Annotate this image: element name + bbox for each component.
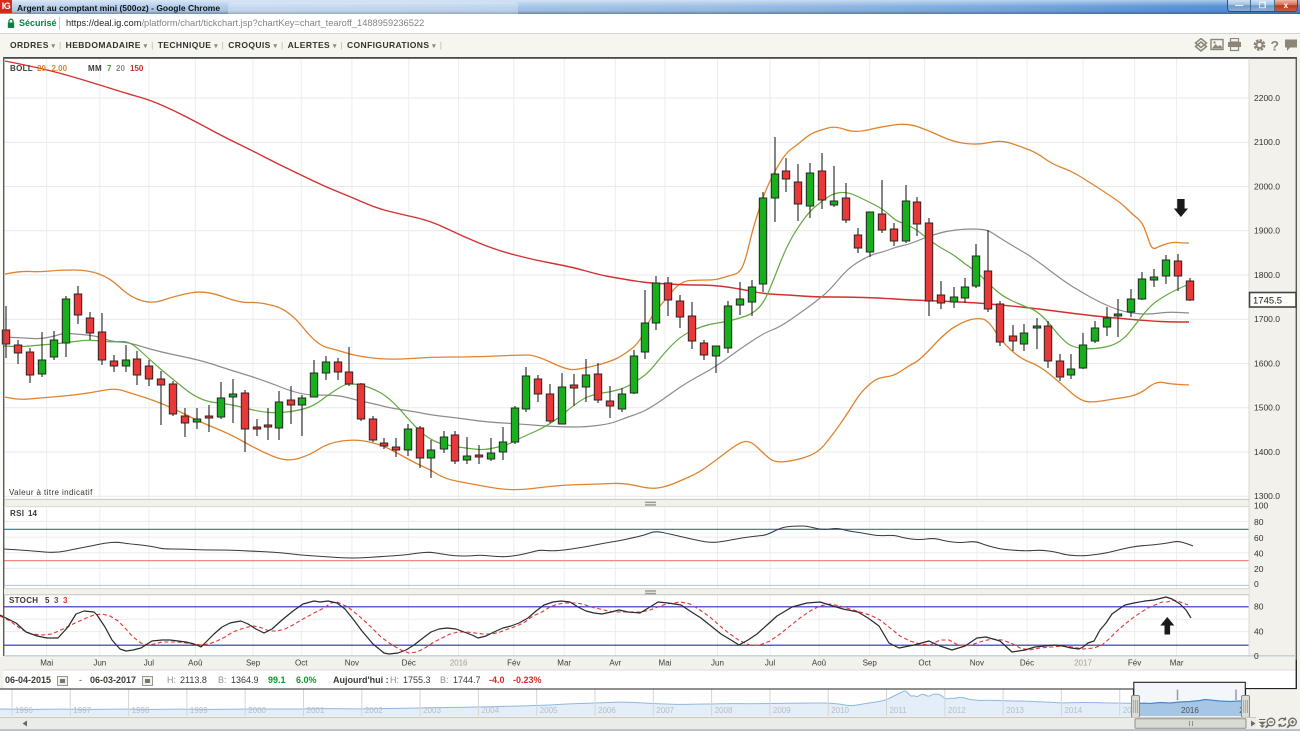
svg-text:Oct: Oct	[295, 659, 308, 668]
svg-text:?: ?	[1271, 38, 1280, 52]
svg-text:Mai: Mai	[40, 659, 53, 668]
svg-text:1700.0: 1700.0	[1254, 314, 1280, 324]
svg-text:1999: 1999	[190, 706, 208, 715]
svg-text:Valeur à titre indicatif: Valeur à titre indicatif	[9, 488, 93, 497]
svg-text:2000.0: 2000.0	[1254, 181, 1280, 191]
svg-text:2.00: 2.00	[52, 64, 68, 73]
svg-text:Mar: Mar	[557, 659, 571, 668]
svg-text:80: 80	[1254, 602, 1264, 612]
svg-text:2004: 2004	[481, 706, 499, 715]
svg-text:40: 40	[1254, 626, 1264, 636]
svg-text:14: 14	[28, 509, 37, 518]
svg-text:Fév: Fév	[1128, 659, 1141, 668]
svg-text:100: 100	[1254, 501, 1268, 511]
svg-text:2013: 2013	[1006, 706, 1024, 715]
svg-text:Avr: Avr	[609, 659, 621, 668]
svg-text:Oct: Oct	[918, 659, 931, 668]
svg-text:1997: 1997	[73, 706, 91, 715]
svg-text:5: 5	[45, 596, 50, 605]
svg-text:1600.0: 1600.0	[1254, 358, 1280, 368]
svg-text:20: 20	[1254, 564, 1264, 574]
svg-text:Jun: Jun	[711, 659, 724, 668]
svg-text:Déc: Déc	[1020, 659, 1034, 668]
svg-text:1900.0: 1900.0	[1254, 226, 1280, 236]
svg-text:Jun: Jun	[93, 659, 106, 668]
svg-text:1500.0: 1500.0	[1254, 403, 1280, 413]
svg-text:0: 0	[1254, 579, 1259, 589]
svg-text:2005: 2005	[540, 706, 558, 715]
svg-text:1300.0: 1300.0	[1254, 491, 1280, 501]
svg-text:2014: 2014	[1064, 706, 1082, 715]
svg-text:80: 80	[1254, 517, 1264, 527]
svg-text:RSI: RSI	[10, 509, 24, 518]
svg-text:Mar: Mar	[1170, 659, 1184, 668]
svg-text:2008: 2008	[715, 706, 733, 715]
svg-text:MM: MM	[88, 64, 102, 73]
svg-text:1800.0: 1800.0	[1254, 270, 1280, 280]
svg-text:1745.5: 1745.5	[1253, 296, 1282, 307]
svg-text:3: 3	[63, 596, 68, 605]
svg-text:0: 0	[1254, 651, 1259, 661]
svg-text:1400.0: 1400.0	[1254, 447, 1280, 457]
svg-text:2016: 2016	[450, 659, 468, 668]
svg-text:Déc: Déc	[402, 659, 416, 668]
svg-text:1996: 1996	[15, 706, 33, 715]
svg-text:Sep: Sep	[246, 659, 261, 668]
svg-text:20: 20	[37, 64, 46, 73]
svg-text:2010: 2010	[831, 706, 849, 715]
svg-text:STOCH: STOCH	[9, 596, 38, 605]
svg-text:2016: 2016	[1181, 706, 1199, 715]
svg-text:60: 60	[1254, 533, 1264, 543]
svg-text:2000: 2000	[248, 706, 266, 715]
svg-text:150: 150	[130, 64, 144, 73]
svg-text:Mai: Mai	[659, 659, 672, 668]
svg-text:2200.0: 2200.0	[1254, 93, 1280, 103]
svg-text:Jul: Jul	[765, 659, 775, 668]
svg-text:2001: 2001	[307, 706, 325, 715]
svg-text:2100.0: 2100.0	[1254, 137, 1280, 147]
svg-text:1998: 1998	[132, 706, 150, 715]
svg-text:2017: 2017	[1074, 659, 1092, 668]
svg-text:Sep: Sep	[863, 659, 878, 668]
svg-text:20: 20	[116, 64, 125, 73]
svg-text:2012: 2012	[948, 706, 966, 715]
svg-text:2003: 2003	[423, 706, 441, 715]
svg-text:Jul: Jul	[144, 659, 154, 668]
svg-text:2006: 2006	[598, 706, 616, 715]
svg-text:2009: 2009	[773, 706, 791, 715]
svg-text:BOLL: BOLL	[10, 64, 33, 73]
svg-text:2011: 2011	[890, 706, 908, 715]
svg-text:2002: 2002	[365, 706, 383, 715]
svg-text:Aoû: Aoû	[188, 659, 202, 668]
svg-text:Nov: Nov	[970, 659, 984, 668]
svg-text:40: 40	[1254, 549, 1264, 559]
svg-text:Fév: Fév	[507, 659, 520, 668]
svg-text:Nov: Nov	[345, 659, 359, 668]
svg-text:3: 3	[54, 596, 59, 605]
svg-text:7: 7	[107, 64, 112, 73]
svg-text:2007: 2007	[656, 706, 674, 715]
svg-text:Aoû: Aoû	[812, 659, 826, 668]
